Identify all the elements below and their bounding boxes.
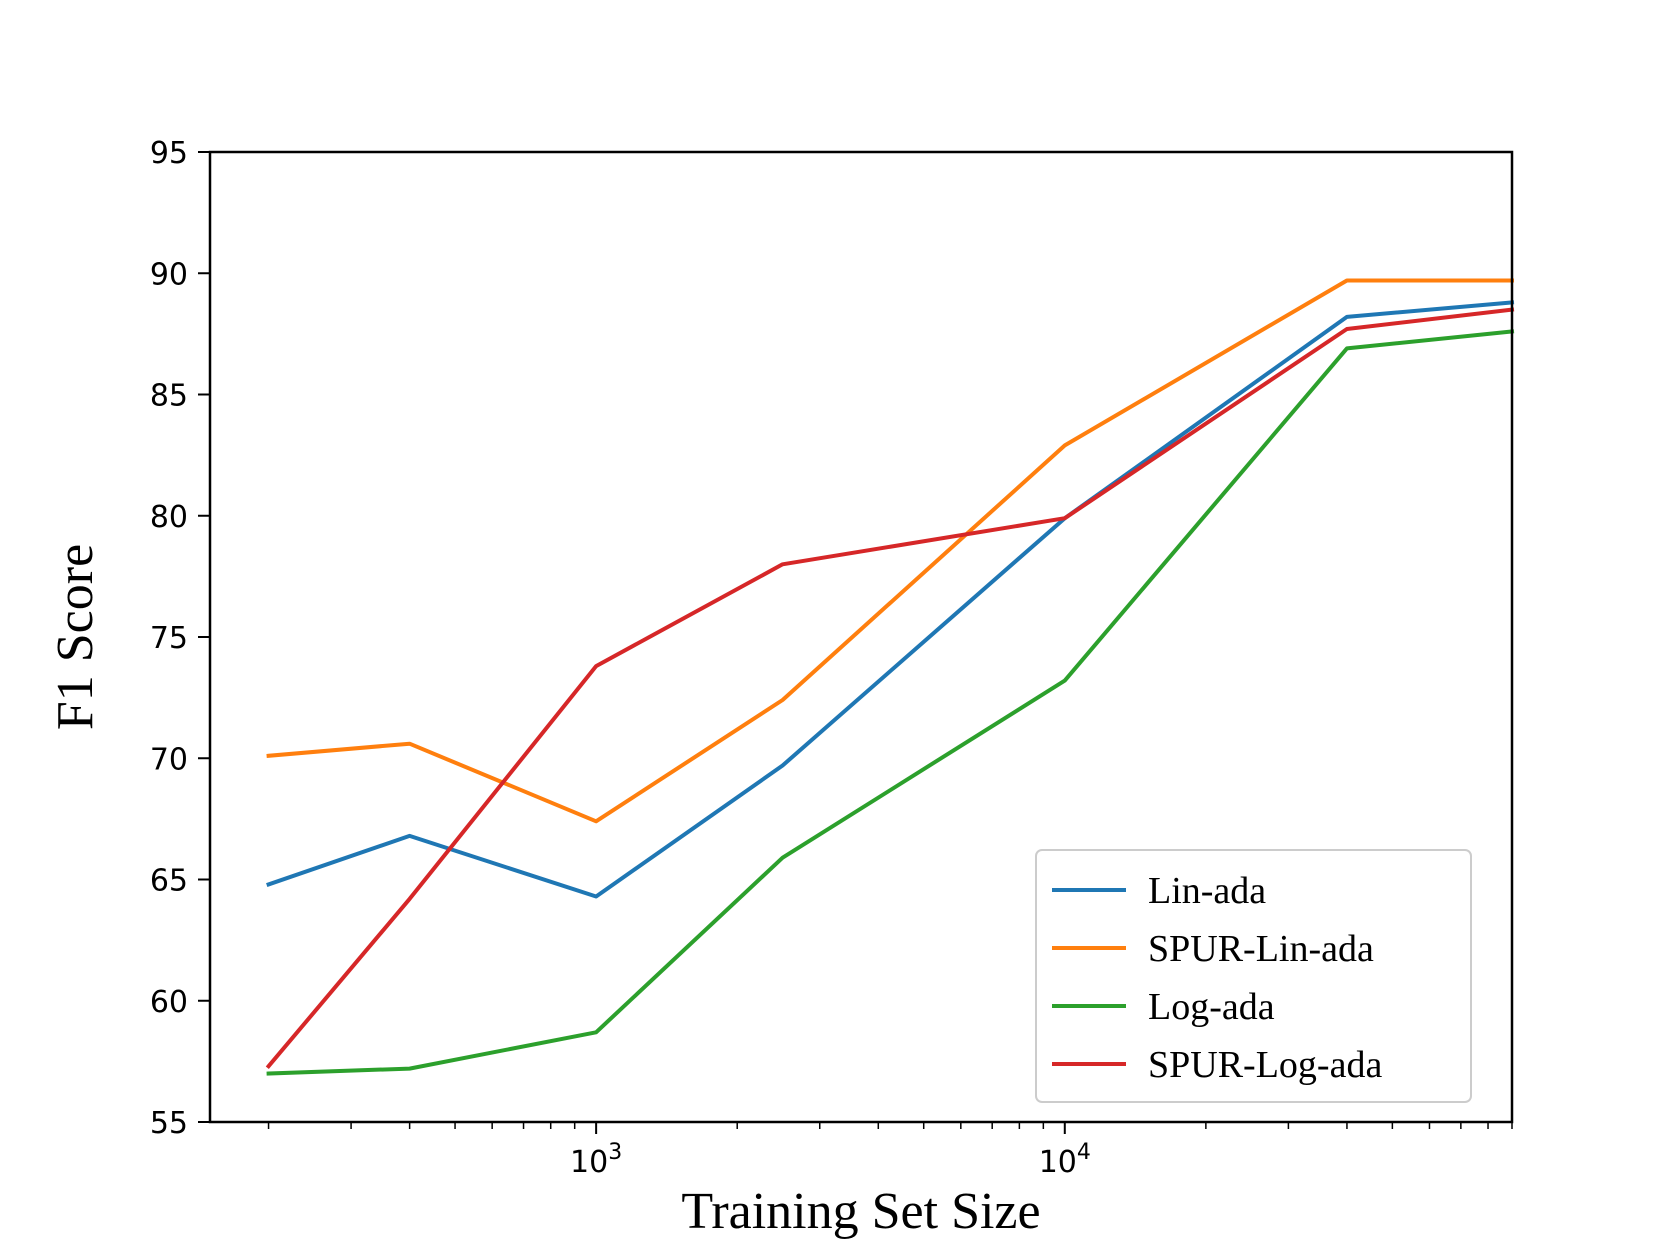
legend-box — [1035, 849, 1472, 1103]
y-tick-label: 75 — [150, 621, 188, 656]
series-line-log-ada — [266, 329, 1515, 1076]
y-axis-title: F1 Score — [47, 544, 104, 730]
y-tick-label: 55 — [150, 1106, 188, 1141]
legend-label: Log-ada — [1148, 986, 1275, 1028]
legend-label: SPUR-Log-ada — [1148, 1044, 1382, 1086]
series-line-spur-log-ada — [265, 307, 1515, 1070]
y-tick-label: 85 — [150, 379, 188, 414]
legend-label: SPUR-Lin-ada — [1148, 928, 1374, 970]
x-axis-ticks: 103 104 — [267, 1122, 1513, 1180]
y-tick-label: 80 — [150, 500, 188, 535]
series-lines — [265, 278, 1515, 1076]
plot-frame — [208, 150, 1514, 1124]
y-tick-label: 70 — [150, 742, 188, 777]
y-axis-ticks: 55 60 65 70 75 80 85 90 95 — [150, 136, 210, 1141]
legend-label: Lin-ada — [1148, 870, 1266, 912]
series-line-spur-lin-ada — [266, 278, 1514, 824]
y-tick-label: 65 — [150, 864, 188, 899]
series-line-lin-ada — [266, 300, 1515, 899]
y-tick-label: 90 — [150, 257, 188, 292]
x-axis-title: Training Set Size — [681, 1183, 1040, 1240]
y-tick-label: 95 — [150, 136, 188, 171]
x-tick-label: 104 — [1039, 1140, 1091, 1180]
legend: Lin-ada SPUR-Lin-ada Log-ada SPUR-Log-ada — [1035, 849, 1472, 1103]
x-tick-label: 103 — [570, 1140, 622, 1180]
y-tick-label: 60 — [150, 985, 188, 1020]
